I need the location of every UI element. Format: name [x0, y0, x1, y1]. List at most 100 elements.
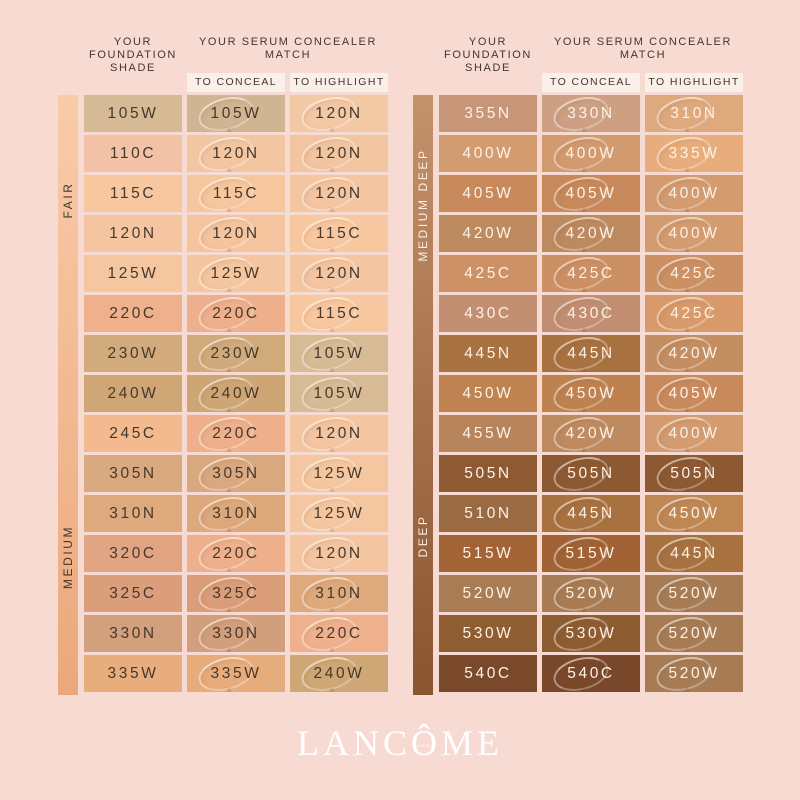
band-label-fair: FAIR: [61, 181, 75, 219]
to-conceal-header: TO CONCEAL: [542, 73, 640, 92]
shade-code-label: 450W: [565, 384, 617, 402]
foundation-shade-cell: 105W: [84, 95, 182, 132]
shade-code-label: 425C: [567, 264, 615, 282]
foundation-shade-cell: 420W: [439, 215, 537, 252]
shade-code-label: 125W: [313, 504, 365, 522]
shade-code-label: 520W: [462, 584, 514, 602]
highlight-match-cell: 115C: [290, 295, 388, 332]
conceal-match-cell: 540C: [542, 655, 640, 692]
shade-code-label: 420W: [462, 224, 514, 242]
shade-code-label: 105W: [210, 104, 262, 122]
shade-code-label: 120N: [212, 144, 260, 162]
foundation-column-header: YOUR FOUNDATION SHADE: [89, 36, 177, 74]
foundation-shade-cell: 320C: [84, 535, 182, 572]
conceal-match-cell: 120N: [187, 215, 285, 252]
conceal-match-cell: 330N: [542, 95, 640, 132]
shade-grid: 355N 330N 310N 400W 400W 335W 405W 405W 400W 420W…: [439, 95, 743, 692]
shade-code-label: 425C: [670, 304, 718, 322]
conceal-match-cell: 220C: [187, 295, 285, 332]
shade-code-label: 115C: [315, 304, 363, 322]
highlight-match-cell: 120N: [290, 535, 388, 572]
foundation-shade-cell: 455W: [439, 415, 537, 452]
highlight-match-cell: 125W: [290, 495, 388, 532]
highlight-match-cell: 445N: [645, 535, 743, 572]
shade-code-label: 400W: [668, 424, 720, 442]
shade-code-label: 520W: [668, 584, 720, 602]
highlight-match-cell: 400W: [645, 415, 743, 452]
shade-code-label: 310N: [670, 104, 718, 122]
conceal-match-cell: 115C: [187, 175, 285, 212]
to-conceal-header: TO CONCEAL: [187, 73, 285, 92]
highlight-match-cell: 115C: [290, 215, 388, 252]
shade-code-label: 455W: [462, 424, 514, 442]
shade-code-label: 105W: [313, 384, 365, 402]
shade-code-label: 310N: [315, 584, 363, 602]
foundation-shade-cell: 335W: [84, 655, 182, 692]
conceal-match-cell: 420W: [542, 215, 640, 252]
shade-code-label: 230W: [107, 344, 159, 362]
conceal-match-cell: 420W: [542, 415, 640, 452]
foundation-shade-cell: 220C: [84, 295, 182, 332]
highlight-match-cell: 120N: [290, 95, 388, 132]
conceal-match-cell: 125W: [187, 255, 285, 292]
shade-code-label: 505N: [567, 464, 615, 482]
shade-code-label: 400W: [668, 224, 720, 242]
shade-code-label: 400W: [565, 144, 617, 162]
shade-code-label: 310N: [109, 504, 157, 522]
shade-code-label: 405W: [565, 184, 617, 202]
conceal-match-cell: 530W: [542, 615, 640, 652]
shade-code-label: 310N: [212, 504, 260, 522]
foundation-shade-cell: 310N: [84, 495, 182, 532]
band-label-medium-deep: MEDIUM DEEP: [416, 148, 430, 262]
lancome-wordmark: LANCÔME: [297, 723, 503, 763]
conceal-match-cell: 430C: [542, 295, 640, 332]
shade-code-label: 425C: [464, 264, 512, 282]
shade-code-label: 320C: [109, 544, 157, 562]
shade-code-label: 530W: [462, 624, 514, 642]
shade-code-label: 430C: [567, 304, 615, 322]
foundation-shade-cell: 405W: [439, 175, 537, 212]
shade-code-label: 510N: [464, 504, 512, 522]
foundation-shade-cell: 520W: [439, 575, 537, 612]
shade-code-label: 400W: [668, 184, 720, 202]
shade-code-label: 450W: [462, 384, 514, 402]
to-highlight-header: TO HIGHLIGHT: [645, 73, 743, 92]
shade-code-label: 445N: [464, 344, 512, 362]
match-column-header: YOUR SERUM CONCEALER MATCH: [198, 36, 378, 61]
foundation-shade-cell: 430C: [439, 295, 537, 332]
shade-code-label: 445N: [670, 544, 718, 562]
shade-code-label: 120N: [212, 224, 260, 242]
conceal-match-cell: 405W: [542, 175, 640, 212]
conceal-match-cell: 505N: [542, 455, 640, 492]
to-highlight-header: TO HIGHLIGHT: [290, 73, 388, 92]
shade-code-label: 330N: [212, 624, 260, 642]
conceal-match-cell: 305N: [187, 455, 285, 492]
foundation-shade-cell: 245C: [84, 415, 182, 452]
conceal-match-cell: 335W: [187, 655, 285, 692]
shade-code-label: 520W: [668, 664, 720, 682]
highlight-match-cell: 400W: [645, 175, 743, 212]
conceal-match-cell: 400W: [542, 135, 640, 172]
paris-sublabel: PARIS: [414, 743, 431, 748]
highlight-match-cell: 125W: [290, 455, 388, 492]
shade-code-label: 115C: [315, 224, 363, 242]
conceal-match-cell: 445N: [542, 335, 640, 372]
shade-code-label: 420W: [565, 224, 617, 242]
foundation-shade-cell: 305N: [84, 455, 182, 492]
shade-code-label: 450W: [668, 504, 720, 522]
foundation-shade-cell: 530W: [439, 615, 537, 652]
shade-code-label: 240W: [210, 384, 262, 402]
shade-range-strip: MEDIUM DEEP DEEP: [413, 95, 433, 695]
shade-code-label: 405W: [668, 384, 720, 402]
shade-range-strip: FAIR MEDIUM: [58, 95, 78, 695]
foundation-column-header: YOUR FOUNDATION SHADE: [444, 36, 532, 74]
highlight-match-cell: 120N: [290, 175, 388, 212]
shade-code-label: 530W: [565, 624, 617, 642]
shade-code-label: 325C: [212, 584, 260, 602]
shade-code-label: 325C: [109, 584, 157, 602]
highlight-match-cell: 220C: [290, 615, 388, 652]
highlight-match-cell: 450W: [645, 495, 743, 532]
shade-grid: 105W 105W 120N 110C 120N 120N 115C 115C 120N 120N…: [84, 95, 388, 692]
conceal-match-cell: 120N: [187, 135, 285, 172]
